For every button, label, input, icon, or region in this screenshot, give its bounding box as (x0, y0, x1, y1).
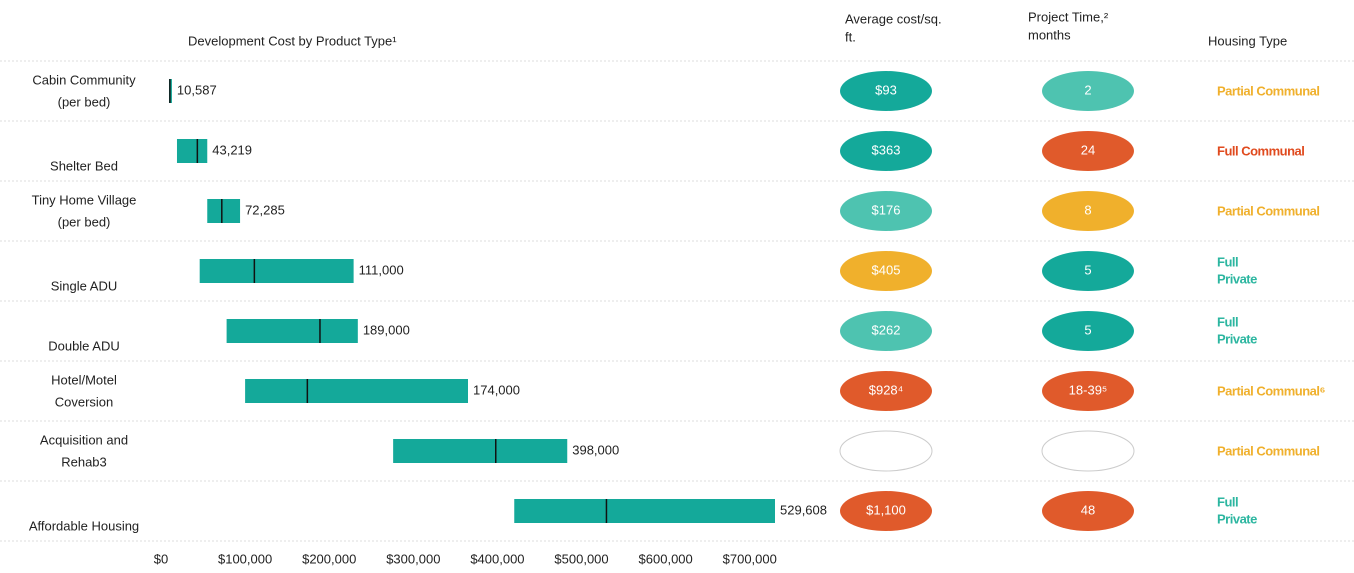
time-badge (1042, 71, 1134, 111)
category-label: Tiny Home Village (32, 192, 137, 207)
housing-type: Partial Communal⁶ (1217, 383, 1326, 398)
cost-text: $176 (872, 202, 901, 217)
column-header: Housing Type (1208, 33, 1287, 48)
housing-type: Private (1217, 271, 1257, 286)
time-text: 18-39⁵ (1069, 382, 1108, 397)
x-tick-label: $700,000 (723, 551, 777, 566)
x-tick-label: $400,000 (470, 551, 524, 566)
housing-type: Full (1217, 494, 1238, 509)
time-badge (1042, 491, 1134, 531)
time-badge (1042, 131, 1134, 171)
housing-type: Partial Communal (1217, 443, 1320, 458)
time-badge (1042, 371, 1134, 411)
housing-type: Partial Communal (1217, 203, 1320, 218)
time-badge (1042, 311, 1134, 351)
category-label: (per bed) (58, 94, 111, 109)
category-label: Acquisition and (40, 432, 128, 447)
cost-text: $363 (872, 142, 901, 157)
housing-type: Full Communal (1217, 143, 1304, 158)
cost-badge (840, 251, 932, 291)
range-bar (199, 259, 354, 283)
range-bar (514, 499, 775, 523)
cost-text: $405 (872, 262, 901, 277)
x-tick-label: $0 (154, 551, 168, 566)
time-badge (1042, 251, 1134, 291)
range-bar (207, 199, 241, 223)
value-label: 529,608 (780, 502, 827, 517)
cost-badge (840, 131, 932, 171)
x-tick-label: $200,000 (302, 551, 356, 566)
category-label: Affordable Housing (29, 518, 139, 533)
time-text: 5 (1084, 262, 1091, 277)
column-header: months (1028, 27, 1071, 42)
housing-type: Full (1217, 254, 1238, 269)
cost-text: $1,100 (866, 502, 906, 517)
column-header: ft. (845, 29, 856, 44)
housing-type: Partial Communal (1217, 83, 1320, 98)
category-label: Shelter Bed (50, 158, 118, 173)
value-label: 10,587 (177, 82, 217, 97)
value-label: 43,219 (212, 142, 252, 157)
housing-type: Private (1217, 511, 1257, 526)
range-bar (393, 439, 568, 463)
category-label: Coversion (55, 394, 114, 409)
housing-type: Full (1217, 314, 1238, 329)
housing-type: Private (1217, 331, 1257, 346)
x-tick-label: $600,000 (639, 551, 693, 566)
cost-text: $928⁴ (869, 382, 904, 397)
cost-badge (840, 311, 932, 351)
value-label: 189,000 (363, 322, 410, 337)
range-bar (176, 139, 208, 163)
x-tick-label: $300,000 (386, 551, 440, 566)
category-label: (per bed) (58, 214, 111, 229)
column-header: Project Time,² (1028, 9, 1109, 24)
category-label: Rehab3 (61, 454, 107, 469)
x-tick-label: $100,000 (218, 551, 272, 566)
value-label: 398,000 (572, 442, 619, 457)
cost-badge (840, 191, 932, 231)
cost-badge (840, 71, 932, 111)
time-text: 24 (1081, 142, 1095, 157)
cost-badge (839, 430, 933, 472)
category-label: Double ADU (48, 338, 120, 353)
time-text: 48 (1081, 502, 1095, 517)
time-badge (1041, 430, 1135, 472)
value-label: 174,000 (473, 382, 520, 397)
x-tick-label: $500,000 (554, 551, 608, 566)
value-label: 111,000 (359, 262, 404, 277)
column-header: Average cost/sq. (845, 11, 942, 26)
value-label: 72,285 (245, 202, 285, 217)
cost-badge (840, 371, 932, 411)
chart-title: Development Cost by Product Type¹ (188, 33, 397, 48)
category-label: Hotel/Motel (51, 372, 117, 387)
cost-badge (840, 491, 932, 531)
cost-text: $262 (872, 322, 901, 337)
time-text: 2 (1084, 82, 1091, 97)
time-text: 5 (1084, 322, 1091, 337)
range-bar (245, 379, 468, 403)
category-label: Cabin Community (32, 72, 136, 87)
time-badge (1042, 191, 1134, 231)
time-text: 8 (1084, 202, 1091, 217)
cost-text: $93 (875, 82, 897, 97)
range-bar (226, 319, 358, 343)
category-label: Single ADU (51, 278, 117, 293)
